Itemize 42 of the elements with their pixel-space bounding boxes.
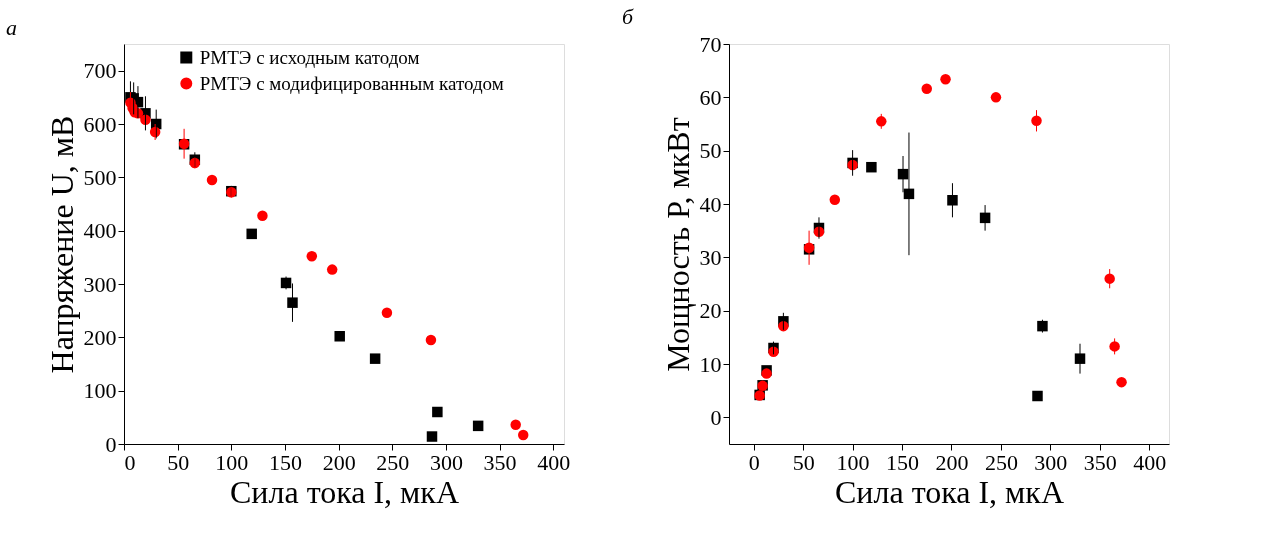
x-tick-label: 100 [836,449,870,475]
y-tick-label: 500 [83,164,117,190]
x-tick-label: 50 [167,449,190,475]
y-tick-label: 60 [699,84,722,110]
x-tick-label: 250 [376,449,410,475]
x-axis-title: Сила тока I, мкА [834,473,1065,510]
y-tick-label: 400 [83,218,117,244]
x-tick-label: 400 [537,449,571,475]
x-tick-label: 350 [483,449,517,475]
x-tick-label: 200 [322,449,356,475]
y-tick-label: 50 [699,138,722,164]
y-axis-title: Мощность P, мкВт [659,117,696,372]
y-tick-label: 300 [83,271,117,297]
y-tick-label: 0 [105,431,117,457]
y-axis-title: Напряжение U, мВ [43,115,80,374]
x-tick-label: 200 [935,449,969,475]
x-tick-label: 150 [886,449,920,475]
y-tick-label: 700 [83,58,117,84]
y-tick-label: 10 [699,351,722,377]
y-tick-label: 100 [83,378,117,404]
x-axis-title: Сила тока I, мкА [229,473,460,510]
y-tick-label: 30 [699,244,722,270]
y-tick-label: 40 [699,191,722,217]
x-tick-label: 350 [1083,449,1117,475]
legend-label: РМТЭ с исходным катодом [199,46,420,68]
x-tick-label: 0 [748,449,760,475]
x-tick-label: 50 [792,449,815,475]
y-tick-label: 600 [83,111,117,137]
x-tick-label: 0 [124,449,136,475]
x-tick-label: 300 [429,449,463,475]
chart-title: а [6,15,17,40]
x-tick-label: 150 [268,449,302,475]
x-tick-label: 300 [1034,449,1068,475]
x-tick-label: 100 [215,449,249,475]
y-tick-label: 20 [699,298,722,324]
x-tick-label: 400 [1133,449,1167,475]
x-tick-label: 250 [984,449,1018,475]
y-tick-label: 200 [83,324,117,350]
y-tick-label: 0 [710,404,722,430]
y-tick-label: 70 [699,31,722,57]
legend-label: РМТЭ с модифицированным катодом [199,72,504,94]
chart-title: б [622,4,634,29]
